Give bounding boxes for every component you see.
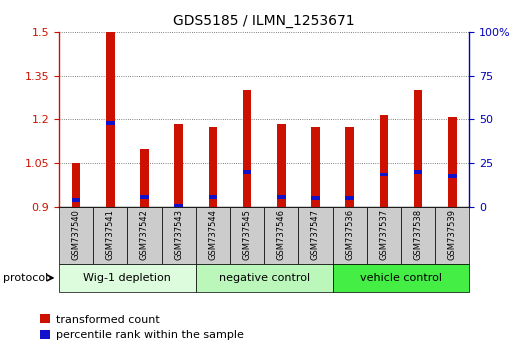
- Bar: [345, 196, 354, 200]
- Bar: [332, 207, 367, 264]
- Bar: [414, 90, 422, 207]
- Bar: [277, 195, 286, 199]
- Bar: [106, 121, 114, 125]
- Bar: [380, 173, 388, 176]
- Text: negative control: negative control: [219, 273, 310, 283]
- Bar: [380, 115, 388, 207]
- Text: GSM737544: GSM737544: [208, 209, 218, 260]
- Bar: [106, 32, 114, 207]
- Bar: [367, 207, 401, 264]
- Bar: [243, 90, 251, 207]
- Bar: [59, 207, 93, 264]
- Text: GSM737538: GSM737538: [413, 209, 423, 260]
- Text: GSM737540: GSM737540: [72, 209, 81, 260]
- Bar: [140, 149, 149, 207]
- Bar: [72, 198, 81, 202]
- Bar: [264, 207, 299, 264]
- Bar: [174, 124, 183, 207]
- Bar: [435, 207, 469, 264]
- Bar: [448, 175, 457, 178]
- Bar: [230, 207, 264, 264]
- Bar: [345, 127, 354, 207]
- Bar: [311, 196, 320, 200]
- Bar: [401, 207, 435, 264]
- Text: GSM737542: GSM737542: [140, 209, 149, 260]
- Text: Wig-1 depletion: Wig-1 depletion: [84, 273, 171, 283]
- Bar: [299, 207, 332, 264]
- Bar: [196, 264, 332, 292]
- Text: GSM737543: GSM737543: [174, 209, 183, 260]
- Bar: [209, 127, 217, 207]
- Text: GSM737539: GSM737539: [448, 209, 457, 260]
- Bar: [277, 124, 286, 207]
- Bar: [448, 116, 457, 207]
- Bar: [174, 204, 183, 208]
- Legend: transformed count, percentile rank within the sample: transformed count, percentile rank withi…: [35, 310, 248, 345]
- Text: GSM737545: GSM737545: [243, 209, 251, 260]
- Bar: [127, 207, 162, 264]
- Bar: [311, 127, 320, 207]
- Text: vehicle control: vehicle control: [360, 273, 442, 283]
- Bar: [209, 195, 217, 199]
- Bar: [93, 207, 127, 264]
- Bar: [140, 195, 149, 199]
- Text: GSM737537: GSM737537: [380, 209, 388, 260]
- Title: GDS5185 / ILMN_1253671: GDS5185 / ILMN_1253671: [173, 14, 355, 28]
- Bar: [59, 264, 196, 292]
- Text: GSM737541: GSM737541: [106, 209, 115, 260]
- Bar: [162, 207, 196, 264]
- Bar: [332, 264, 469, 292]
- Text: GSM737546: GSM737546: [277, 209, 286, 260]
- Text: GSM737547: GSM737547: [311, 209, 320, 260]
- Bar: [414, 170, 422, 173]
- Text: protocol: protocol: [3, 273, 48, 283]
- Bar: [243, 170, 251, 173]
- Bar: [72, 163, 81, 207]
- Bar: [196, 207, 230, 264]
- Text: GSM737536: GSM737536: [345, 209, 354, 260]
